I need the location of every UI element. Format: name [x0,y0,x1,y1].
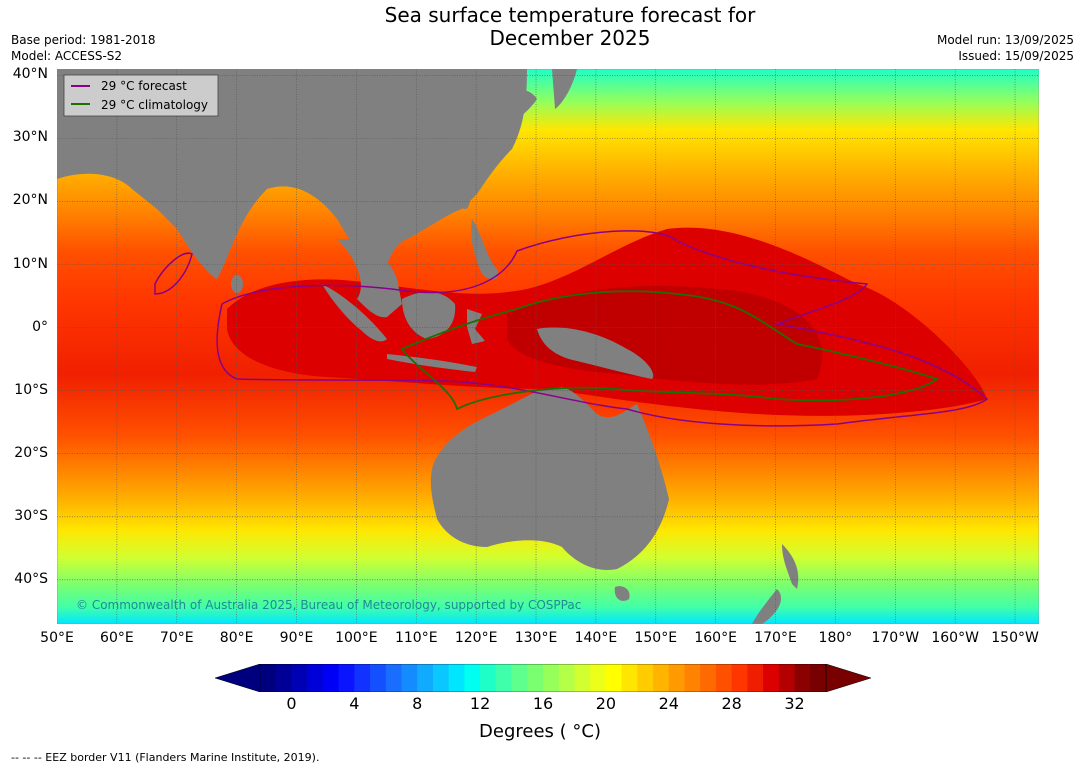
colorbar-segment [637,664,654,692]
base-period-text: Base period: 1981-2018 [11,33,156,47]
longitude-label: 150°E [634,630,678,646]
colorbar-segment [574,664,591,692]
colorbar-tick-label: 24 [658,694,679,713]
colorbar-low-arrow [215,664,261,692]
meta-right: Model run: 13/09/2025 Issued: 15/09/2025 [937,32,1074,64]
longitude-label: 120°E [454,630,498,646]
sst-map: 29 °C forecast 29 °C climatology © Commo… [57,69,1039,624]
colorbar-segment [558,664,575,692]
longitude-label: 150°W [991,630,1039,646]
colorbar-tick-label: 16 [532,694,554,713]
colorbar-segment [432,664,450,692]
colorbar-segment [448,664,465,692]
colorbar-segment [700,664,717,692]
longitude-label: 90°E [279,630,314,646]
latitude-label: 0° [32,318,48,335]
colorbar-label: Degrees ( °C) [479,721,601,742]
eez-footnote: -- -- -- EEZ border V11 (Flanders Marine… [11,751,320,764]
latitude-label: 30°N [12,129,48,146]
forecast-29c-contour-arabian-sea [154,252,193,295]
colorbar-segment [354,664,371,692]
land-masses [57,69,799,624]
colorbar [215,664,871,692]
colorbar-tick-label: 32 [784,694,805,713]
colorbar-segment [794,664,811,692]
legend-box [63,74,219,117]
longitude-label: 100°E [335,630,378,646]
colorbar-segment [464,664,481,692]
colorbar-segment [590,664,607,692]
model-run-text: Model run: 13/09/2025 [936,33,1074,47]
colorbar-segment [810,664,827,692]
climatology-29c-contour [400,290,939,411]
title-line-2: December 2025 [489,26,651,50]
longitude-label: 110°E [394,630,438,646]
colorbar-segment [778,664,795,692]
latitude-label: 30°S [14,507,48,524]
colorbar-frame [259,664,827,692]
colorbar-segment [543,664,560,692]
meta-left: Base period: 1981-2018 Model: ACCESS-S2 [11,32,156,64]
colorbar-high-arrow [825,664,871,692]
longitude-label: 160°W [931,630,979,646]
colorbar-segment [338,664,355,692]
model-text: Model: ACCESS-S2 [11,49,123,63]
colorbar-segment [417,664,434,692]
graticule [57,69,1039,624]
colorbar-segment [653,664,670,692]
colorbar-segment [527,664,544,692]
longitude-label: 170°W [871,630,920,646]
longitude-label: 60°E [100,630,134,646]
colorbar-segment [495,664,512,692]
longitude-label: 130°E [514,630,558,646]
colorbar-tick-label: 0 [286,694,297,713]
colorbar-segment [668,664,685,692]
colorbar-segment [275,664,292,692]
longitude-label: 140°E [574,630,618,646]
copyright-text: © Commonwealth of Australia 2025, Bureau… [76,598,581,612]
colorbar-segment [322,664,340,692]
title-line-1: Sea surface temperature forecast for [384,3,756,27]
longitude-label: 70°E [159,630,194,646]
longitude-label: 160°E [694,630,737,646]
latitude-label: 40°S [14,570,48,587]
colorbar-segment [307,664,324,692]
longitude-label: 80°E [219,630,254,646]
latitude-label: 10°S [14,381,48,398]
colorbar-segment [747,664,764,692]
colorbar-segment [480,664,497,692]
longitude-label: 180° [818,630,853,646]
colorbar-segment [260,664,277,692]
colorbar-segment [385,664,402,692]
latitude-label: 40°N [12,66,48,83]
colorbar-segment [370,664,387,692]
legend-forecast-label: 29 °C forecast [101,79,187,93]
colorbar-segment [621,664,638,692]
map-title: Sea surface temperature forecast for Dec… [320,4,820,50]
colorbar-segment [291,664,308,692]
colorbar-tick-label: 28 [721,694,742,713]
colorbar-segment [715,664,733,692]
colorbar-segment [511,664,528,692]
colorbar-segment [401,664,418,692]
forecast-29c-contour [216,230,989,427]
latitude-label: 10°N [12,255,48,272]
colorbar-segment [763,664,780,692]
longitude-label: 50°E [40,630,74,646]
latitude-label: 20°S [14,444,48,461]
colorbar-segment [731,664,748,692]
colorbar-tick-label: 8 [412,694,423,713]
colorbar-tick-label: 12 [469,694,491,713]
colorbar-segment [684,664,701,692]
latitude-label: 20°N [12,192,48,209]
colorbar-segment [605,664,623,692]
issued-text: Issued: 15/09/2025 [958,49,1074,63]
colorbar-tick-label: 20 [595,694,617,713]
legend-climatology-label: 29 °C climatology [101,98,208,112]
colorbar-tick-label: 4 [349,694,360,713]
longitude-label: 170°E [754,630,797,646]
map-legend: 29 °C forecast 29 °C climatology [63,74,219,117]
